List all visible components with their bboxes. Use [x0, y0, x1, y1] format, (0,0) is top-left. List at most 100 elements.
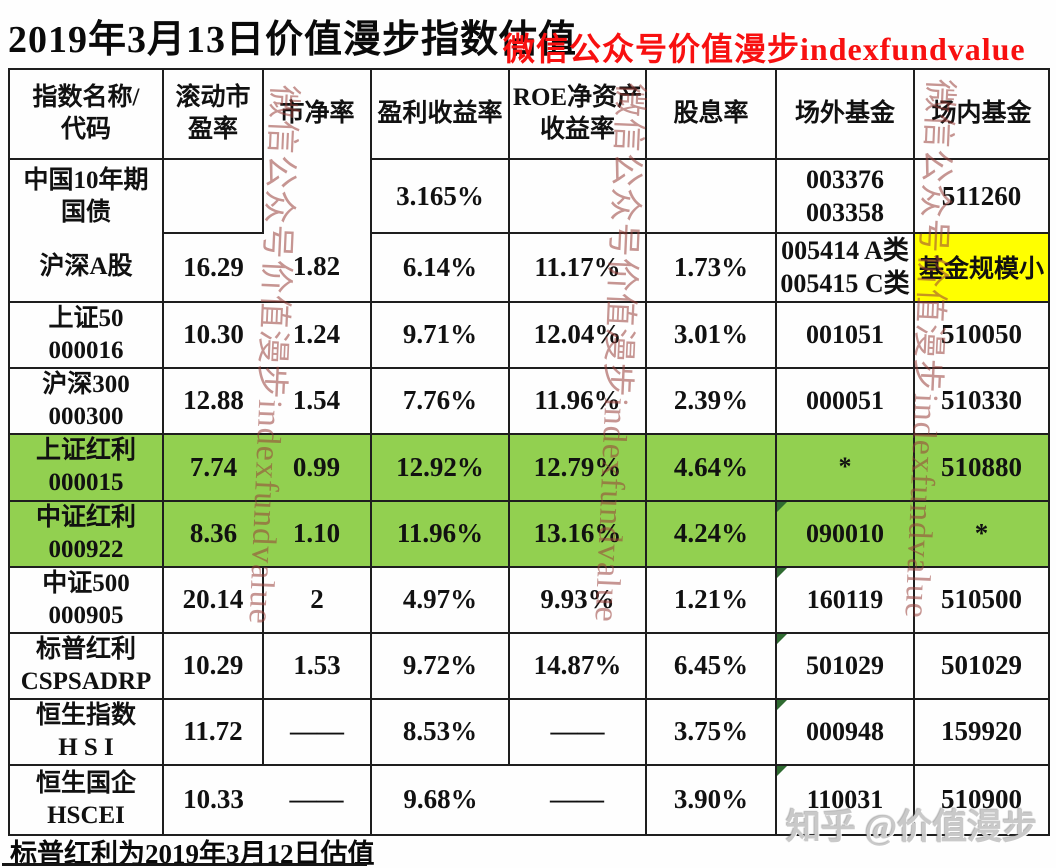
cell-roe: 11.96%: [508, 366, 647, 435]
cell-earnings-yield: 8.53%: [370, 697, 510, 766]
cell-dividend-yield: 4.64%: [645, 432, 777, 502]
cell-pe: 12.88: [162, 366, 263, 435]
index-name: 恒生国企: [35, 769, 136, 797]
cell-dividend-yield: 3.75%: [645, 697, 777, 766]
cell-roe: ——: [509, 763, 647, 836]
cell-index-name: 中国10年期 国债: [8, 158, 164, 233]
cell-exchange-fund: *: [913, 499, 1050, 568]
cell-dividend-yield: 4.24%: [645, 499, 777, 568]
header-line: ROE净资产: [512, 84, 643, 111]
table-row-csi500: 中证500 000905 20.14 2 4.97% 9.93% 1.21% 16…: [8, 565, 1050, 634]
table-row-china-10y-bond: 中国10年期 国债 3.165% 003376 003358 511260: [8, 158, 1050, 234]
cell-roe: 12.04%: [508, 300, 647, 369]
table-row-sse50: 上证50 000016 10.30 1.24 9.71% 12.04% 3.01%…: [8, 300, 1050, 369]
bottom-border-segment: [2, 863, 367, 866]
cell-pe: 7.74: [162, 432, 263, 502]
cell-index-name: 上证50 000016: [8, 300, 164, 369]
col-header-otc-fund: 场外基金: [775, 68, 915, 160]
cell-earnings-yield: 3.165%: [370, 158, 510, 234]
table-row-sse-dividend: 上证红利 000015 7.74 0.99 12.92% 12.79% 4.64%…: [8, 432, 1050, 502]
header-line: 滚动市: [175, 84, 251, 111]
cell-exchange-fund: 159920: [913, 697, 1050, 766]
cell-index-name: 标普红利 CSPSADRP: [8, 631, 164, 700]
cell-pe: 10.30: [162, 300, 263, 369]
header-line: 盈率: [187, 116, 238, 143]
col-header-index-name: 指数名称/代码: [8, 68, 164, 160]
index-code: 000016: [48, 336, 124, 364]
cell-pe: 11.72: [162, 697, 264, 766]
index-code: CSPSADRP: [20, 667, 152, 695]
cell-pb: ——: [262, 697, 372, 766]
cell-dividend-yield: 3.01%: [645, 300, 777, 369]
cell-otc-fund: 005414 A类 005415 C类: [775, 232, 915, 303]
cell-otc-fund: 090010: [775, 499, 915, 568]
cell-roe: 12.79%: [508, 432, 647, 502]
table-row-sp-dividend: 标普红利 CSPSADRP 10.29 1.53 9.72% 14.87% 6.4…: [8, 631, 1050, 700]
cell-roe: 9.93%: [508, 565, 647, 634]
cell-exchange-fund: 501029: [913, 631, 1050, 700]
valuation-table: 指数名称/代码 滚动市盈率 市净率 盈利收益率 ROE净资产 收益率 股息率 场外…: [8, 68, 1050, 836]
table-row-hscei: 恒生国企 HSCEI 10.33 —— 9.68% —— 3.90% 110031…: [8, 763, 1050, 836]
cell-earnings-yield: 9.71%: [370, 300, 510, 369]
cell-pb: 1.10: [263, 499, 372, 568]
wechat-watermark-top: 微信公众号价值漫步indexfundvalue: [503, 31, 1026, 67]
cell-earnings-yield: 6.14%: [370, 232, 510, 303]
cell-otc-fund: 001051: [775, 300, 915, 369]
cell-index-name: 中证500 000905: [8, 565, 164, 634]
cell-pb: 1.54: [263, 366, 372, 435]
cell-pe: 8.36: [162, 499, 263, 568]
index-code: H S I: [58, 733, 114, 761]
index-code: 000015: [48, 469, 124, 497]
cell-otc-fund: 000948: [775, 697, 915, 766]
cell-exchange-fund: 511260: [913, 158, 1050, 234]
cell-index-name: 恒生国企 HSCEI: [8, 763, 164, 836]
cell-pe: 10.29: [162, 631, 264, 700]
cell-otc-fund: 003376 003358: [775, 158, 915, 234]
zhihu-watermark: 知乎 @价值漫步: [786, 808, 1038, 847]
cell-exchange-fund: 510900: [913, 763, 1050, 836]
cell-otc-fund: *: [775, 432, 915, 502]
table-row-hang-seng: 恒生指数 H S I 11.72 —— 8.53% —— 3.75% 000948…: [8, 697, 1050, 766]
index-name: 标普红利: [35, 635, 136, 663]
cell-dividend-yield: [645, 158, 777, 234]
cell-exchange-fund: 510050: [913, 300, 1050, 369]
col-header-pb: 市净率: [262, 68, 372, 159]
index-name: 中证红利: [35, 503, 136, 531]
cell-pe: 20.14: [162, 565, 264, 634]
cell-earnings-yield: 11.96%: [370, 499, 510, 568]
cell-otc-fund: 000051: [775, 366, 915, 435]
cell-exchange-fund: 510880: [913, 432, 1050, 502]
index-code: 000300: [48, 402, 124, 430]
cell-earnings-yield: 12.92%: [370, 432, 510, 502]
cell-pb: [262, 159, 372, 233]
cell-exchange-fund-note: 基金规模小: [913, 232, 1050, 303]
cell-dividend-yield: 1.73%: [645, 232, 777, 303]
cell-pe: 10.33: [162, 763, 263, 836]
col-header-earnings-yield: 盈利收益率: [370, 68, 510, 160]
otc-code: 005415 C类: [780, 269, 910, 299]
cell-otc-fund: 501029: [775, 631, 915, 700]
index-name: 上证红利: [35, 437, 136, 465]
col-header-roe: ROE净资产 收益率: [508, 68, 647, 160]
col-header-dividend-yield: 股息率: [645, 68, 777, 160]
cell-index-name: 中证红利 000922: [8, 499, 164, 568]
index-name: 中证500: [42, 569, 130, 597]
cell-pb: 0.99: [263, 432, 372, 502]
header-line: 代码: [60, 116, 111, 143]
cell-otc-fund: 160119: [775, 565, 915, 634]
index-name: 中国10年期: [23, 166, 149, 194]
cell-dividend-yield: 2.39%: [645, 366, 777, 435]
cell-otc-fund: 110031: [775, 763, 915, 836]
index-code: 000905: [48, 601, 124, 629]
cell-exchange-fund: 510500: [913, 565, 1050, 634]
cell-pb: 1.82: [263, 233, 372, 303]
header-line: 指数名称/: [32, 84, 140, 111]
table-row-csi-all-a: 沪深A股 16.29 1.82 6.14% 11.17% 1.73% 00541…: [8, 232, 1050, 303]
cell-earnings-yield: 9.72%: [370, 631, 510, 700]
cell-index-name: 上证红利 000015: [8, 432, 164, 502]
index-name: 恒生指数: [35, 701, 136, 729]
otc-code: 005414 A类: [781, 236, 909, 265]
cell-roe: ——: [508, 697, 647, 766]
cell-roe: 13.16%: [508, 499, 647, 568]
